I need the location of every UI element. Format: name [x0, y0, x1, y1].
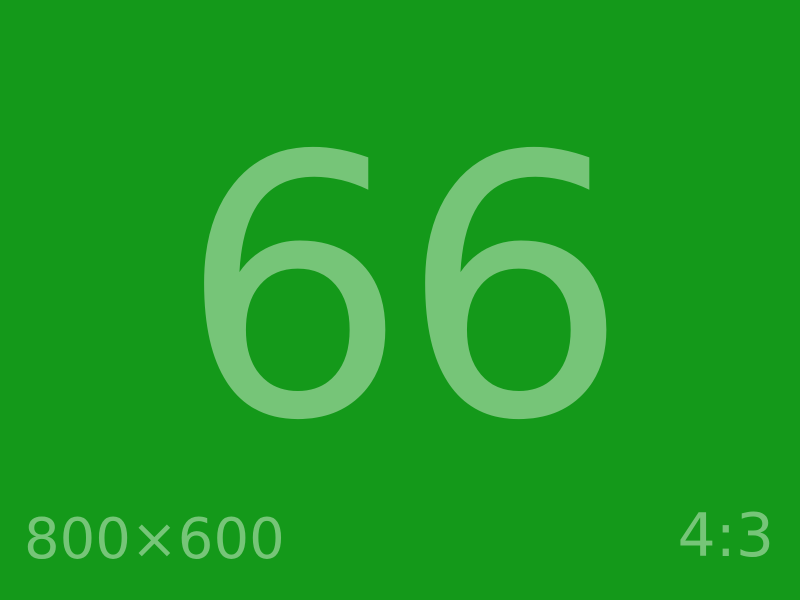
dimensions-label: 800×600 — [24, 507, 285, 572]
placeholder-number: 66 — [178, 80, 629, 499]
aspect-ratio-label: 4:3 — [677, 501, 774, 571]
